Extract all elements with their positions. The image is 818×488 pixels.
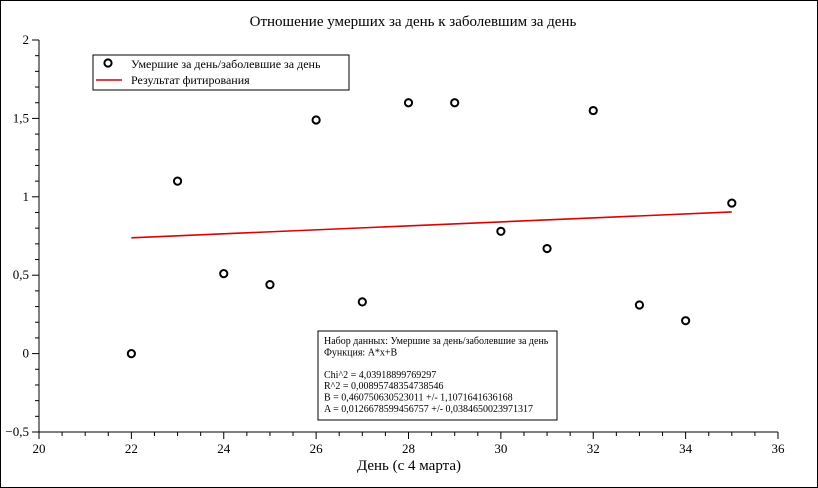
- data-point: [265, 280, 275, 290]
- data-point: [496, 226, 506, 236]
- x-tick-label: 28: [402, 441, 415, 456]
- x-axis-label: День (с 4 марта): [357, 458, 461, 474]
- data-point: [311, 115, 321, 125]
- x-tick-label: 26: [310, 441, 324, 456]
- fit-info-line: Набор данных: Умершие за день/заболевшие…: [324, 336, 549, 347]
- fit-info-line: A = 0,0126678599456757 +/- 0,03846500239…: [324, 404, 533, 415]
- y-tick-label: 2: [23, 32, 30, 47]
- data-points-layer: [126, 98, 737, 359]
- fit-info-line: Функция: A*x+B: [324, 347, 398, 358]
- y-tick-label: −0,5: [5, 424, 29, 439]
- data-point: [681, 316, 691, 326]
- data-point: [634, 300, 645, 310]
- fit-line: [131, 211, 732, 239]
- fit-info-border: [317, 330, 558, 421]
- fit-info-box: Набор данных: Умершие за день/заболевшие…: [317, 330, 558, 421]
- x-tick-label: 22: [125, 441, 138, 456]
- legend-box: [92, 54, 350, 91]
- x-tick-label: 20: [33, 441, 46, 456]
- chart-title: Отношение умерших за день к заболевшим з…: [250, 14, 577, 30]
- y-tick-label: 1,5: [13, 110, 29, 125]
- data-point: [172, 176, 183, 186]
- axes: 20 22 24 26 28 30 32 34 36 −0,5 0 0,5 1 1,5 2: [5, 32, 785, 456]
- fit-info-line: R^2 = 0,00895748354738546: [324, 381, 444, 392]
- data-point: [126, 349, 136, 359]
- x-tick-label: 32: [587, 441, 600, 456]
- data-point: [403, 98, 414, 108]
- y-tick-label: 1: [23, 189, 30, 204]
- data-point: [219, 269, 229, 279]
- x-tick-label: 34: [679, 441, 693, 456]
- fit-info-line: B = 0,460750630523011 +/- 1,107164163616…: [324, 393, 513, 404]
- y-tick-label: 0,5: [13, 267, 29, 282]
- x-tick-label: 36: [772, 441, 786, 456]
- x-tick-label: 24: [217, 441, 231, 456]
- fit-line-layer: [131, 211, 732, 239]
- legend-marker-scatter: [103, 58, 113, 68]
- fit-info-line: Chi^2 = 4,03918899769297: [324, 370, 436, 381]
- x-tick-label: 30: [494, 441, 507, 456]
- legend-label-scatter: Умершие за день/заболевшие за день: [131, 57, 321, 71]
- legend-label-fit: Результат фитирования: [131, 73, 250, 87]
- y-tick-label: 0: [23, 346, 30, 361]
- data-point: [588, 105, 598, 116]
- data-point: [727, 198, 737, 208]
- data-point: [357, 297, 367, 307]
- data-point: [450, 98, 460, 108]
- data-point: [542, 243, 552, 254]
- legend: Умершие за день/заболевшие за день Резуль…: [92, 54, 350, 91]
